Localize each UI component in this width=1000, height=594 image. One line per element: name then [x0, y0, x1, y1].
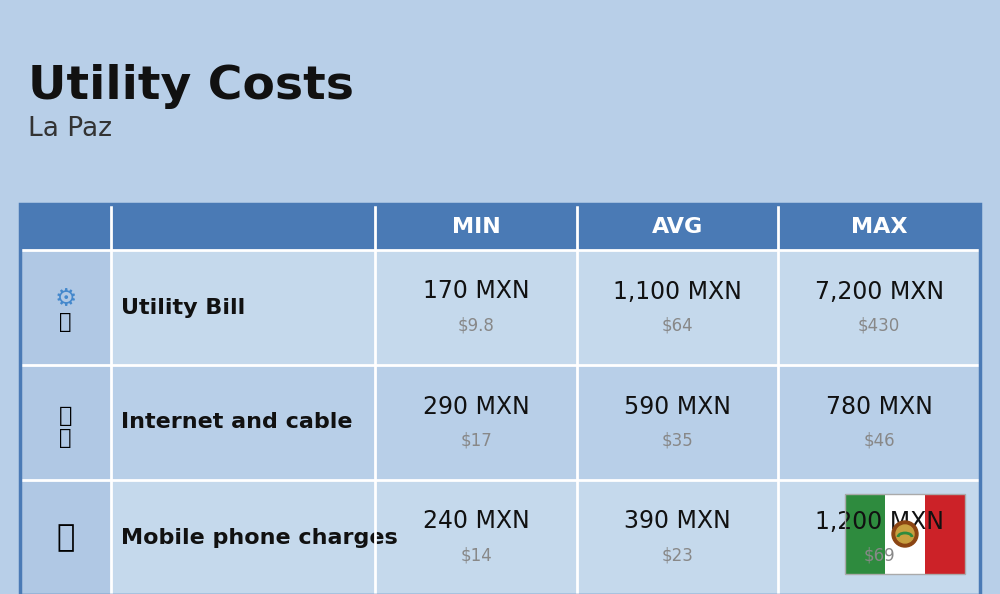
- Bar: [885, 494, 925, 574]
- Text: 🖨: 🖨: [59, 428, 72, 447]
- Text: Utility Bill: Utility Bill: [121, 298, 245, 318]
- Text: 7,200 MXN: 7,200 MXN: [815, 280, 944, 304]
- Text: 170 MXN: 170 MXN: [423, 280, 529, 304]
- Text: Mobile phone charges: Mobile phone charges: [121, 527, 398, 548]
- Bar: [20, 365, 111, 480]
- Bar: [845, 494, 965, 574]
- Text: 590 MXN: 590 MXN: [624, 394, 731, 419]
- Text: $64: $64: [662, 317, 693, 334]
- Text: 📶: 📶: [59, 406, 72, 426]
- Text: $17: $17: [460, 431, 492, 450]
- Text: AVG: AVG: [652, 217, 703, 237]
- Text: 290 MXN: 290 MXN: [423, 394, 529, 419]
- Bar: [20, 204, 980, 250]
- Circle shape: [892, 521, 918, 547]
- Text: 🔌: 🔌: [59, 311, 72, 331]
- Text: $46: $46: [863, 431, 895, 450]
- Bar: [20, 480, 111, 594]
- Text: 📱: 📱: [56, 523, 75, 552]
- Text: 240 MXN: 240 MXN: [423, 510, 529, 533]
- Bar: [845, 494, 885, 574]
- Text: $9.8: $9.8: [458, 317, 494, 334]
- Text: $23: $23: [662, 546, 694, 564]
- Text: 780 MXN: 780 MXN: [826, 394, 933, 419]
- Text: La Paz: La Paz: [28, 116, 112, 142]
- Text: $69: $69: [863, 546, 895, 564]
- Bar: [20, 365, 980, 480]
- Text: $35: $35: [662, 431, 693, 450]
- Text: MIN: MIN: [452, 217, 500, 237]
- Text: Internet and cable: Internet and cable: [121, 412, 353, 432]
- Text: 1,100 MXN: 1,100 MXN: [613, 280, 742, 304]
- Text: 390 MXN: 390 MXN: [624, 510, 731, 533]
- Text: Utility Costs: Utility Costs: [28, 64, 354, 109]
- Bar: [20, 480, 980, 594]
- Text: MAX: MAX: [851, 217, 907, 237]
- Text: $14: $14: [460, 546, 492, 564]
- Circle shape: [896, 525, 914, 543]
- Bar: [20, 250, 111, 365]
- Text: 1,200 MXN: 1,200 MXN: [815, 510, 944, 533]
- Bar: [20, 204, 980, 594]
- Text: $430: $430: [858, 317, 900, 334]
- Bar: [925, 494, 965, 574]
- Bar: [20, 250, 980, 365]
- Text: ⚙: ⚙: [54, 287, 77, 311]
